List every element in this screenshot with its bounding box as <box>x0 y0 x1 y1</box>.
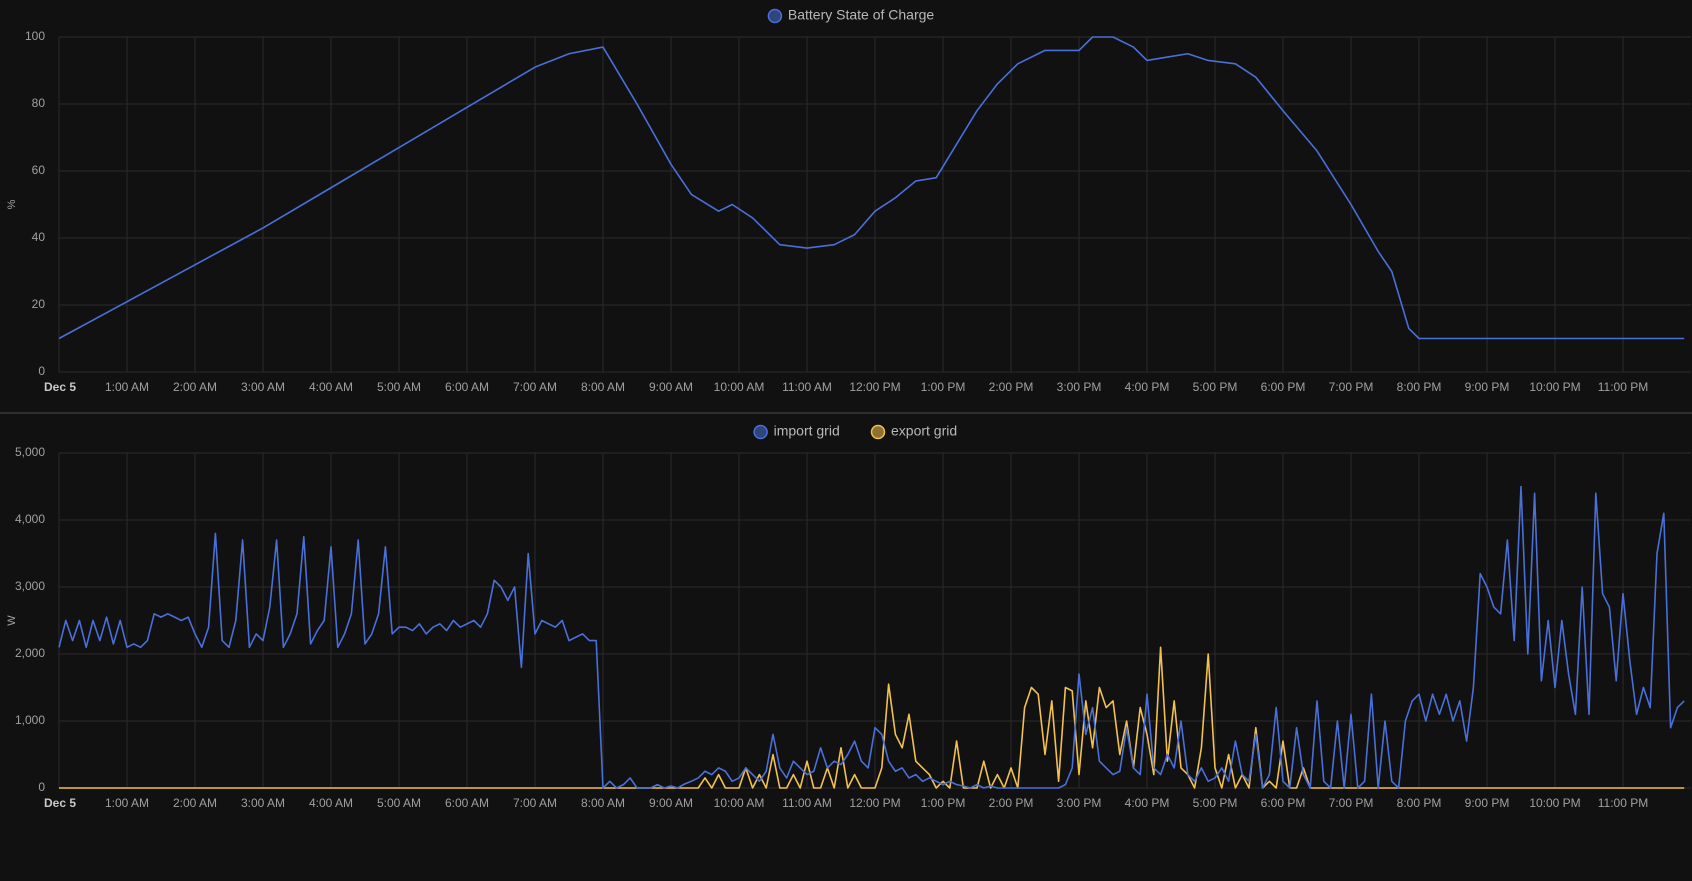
x-tick-label: 3:00 PM <box>1057 380 1102 394</box>
x-tick-label: 10:00 AM <box>714 380 765 394</box>
series-line <box>58 36 1685 340</box>
y-tick-label: 2,000 <box>15 646 45 660</box>
x-tick-label: 8:00 PM <box>1397 796 1442 810</box>
series-line <box>58 485 1685 789</box>
x-tick-label: Dec 5 <box>44 796 76 810</box>
x-tick-label: 9:00 AM <box>649 380 693 394</box>
x-tick-label: 2:00 PM <box>989 380 1034 394</box>
x-tick-label: 11:00 PM <box>1598 380 1648 394</box>
y-tick-label: 0 <box>38 364 45 378</box>
x-tick-label: 9:00 AM <box>649 796 693 810</box>
x-tick-label: 9:00 PM <box>1465 380 1510 394</box>
legend-marker <box>767 8 783 24</box>
x-tick-label: 6:00 PM <box>1261 796 1306 810</box>
x-tick-label: 7:00 PM <box>1329 380 1374 394</box>
x-tick-label: 11:00 PM <box>1598 796 1648 810</box>
legend-label: Battery State of Charge <box>788 7 935 23</box>
x-tick-label: 2:00 AM <box>173 796 217 810</box>
x-tick-label: 4:00 PM <box>1125 380 1170 394</box>
x-tick-label: Dec 5 <box>44 380 76 394</box>
x-tick-label: 7:00 AM <box>513 380 557 394</box>
y-tick-label: 60 <box>32 163 46 177</box>
x-tick-label: 5:00 AM <box>377 796 421 810</box>
x-tick-label: 6:00 AM <box>445 796 489 810</box>
x-tick-label: 9:00 PM <box>1465 796 1510 810</box>
x-tick-label: 12:00 PM <box>849 796 900 810</box>
x-tick-label: 5:00 PM <box>1193 380 1238 394</box>
y-tick-label: 100 <box>25 29 45 43</box>
x-tick-label: 3:00 PM <box>1057 796 1102 810</box>
x-tick-label: 3:00 AM <box>241 380 285 394</box>
x-tick-label: 7:00 AM <box>513 796 557 810</box>
x-tick-label: 12:00 PM <box>849 380 900 394</box>
x-tick-label: 1:00 PM <box>921 796 966 810</box>
y-tick-label: 1,000 <box>15 713 45 727</box>
x-tick-label: 11:00 AM <box>782 380 832 394</box>
x-tick-label: 5:00 AM <box>377 380 421 394</box>
x-tick-label: 10:00 PM <box>1529 380 1580 394</box>
y-tick-label: 3,000 <box>15 579 45 593</box>
x-tick-label: 10:00 PM <box>1529 796 1580 810</box>
y-axis-label: W <box>6 615 18 626</box>
x-tick-label: 10:00 AM <box>714 796 765 810</box>
y-tick-label: 4,000 <box>15 512 45 526</box>
y-tick-label: 80 <box>32 96 46 110</box>
y-tick-label: 5,000 <box>15 445 45 459</box>
y-tick-label: 0 <box>38 780 45 794</box>
x-tick-label: 6:00 PM <box>1261 380 1306 394</box>
x-tick-label: 4:00 PM <box>1125 796 1170 810</box>
x-tick-label: 1:00 PM <box>921 380 966 394</box>
y-tick-label: 40 <box>32 230 46 244</box>
x-tick-label: 8:00 AM <box>581 796 625 810</box>
x-tick-label: 11:00 AM <box>782 796 832 810</box>
x-tick-label: 4:00 AM <box>309 380 353 394</box>
x-tick-label: 1:00 AM <box>105 796 149 810</box>
legend-marker <box>870 424 886 440</box>
x-tick-label: 3:00 AM <box>241 796 285 810</box>
x-tick-label: 7:00 PM <box>1329 796 1374 810</box>
x-tick-label: 2:00 AM <box>173 380 217 394</box>
x-tick-label: 1:00 AM <box>105 380 149 394</box>
y-axis-label: % <box>6 199 18 209</box>
x-tick-label: 4:00 AM <box>309 796 353 810</box>
legend-label: import grid <box>774 423 840 439</box>
x-tick-label: 6:00 AM <box>445 380 489 394</box>
x-tick-label: 8:00 PM <box>1397 380 1442 394</box>
legend-label: export grid <box>891 423 957 439</box>
x-tick-label: 2:00 PM <box>989 796 1034 810</box>
x-tick-label: 5:00 PM <box>1193 796 1238 810</box>
y-tick-label: 20 <box>32 297 46 311</box>
x-tick-label: 8:00 AM <box>581 380 625 394</box>
series-line <box>59 646 1685 789</box>
legend-marker <box>753 424 768 440</box>
